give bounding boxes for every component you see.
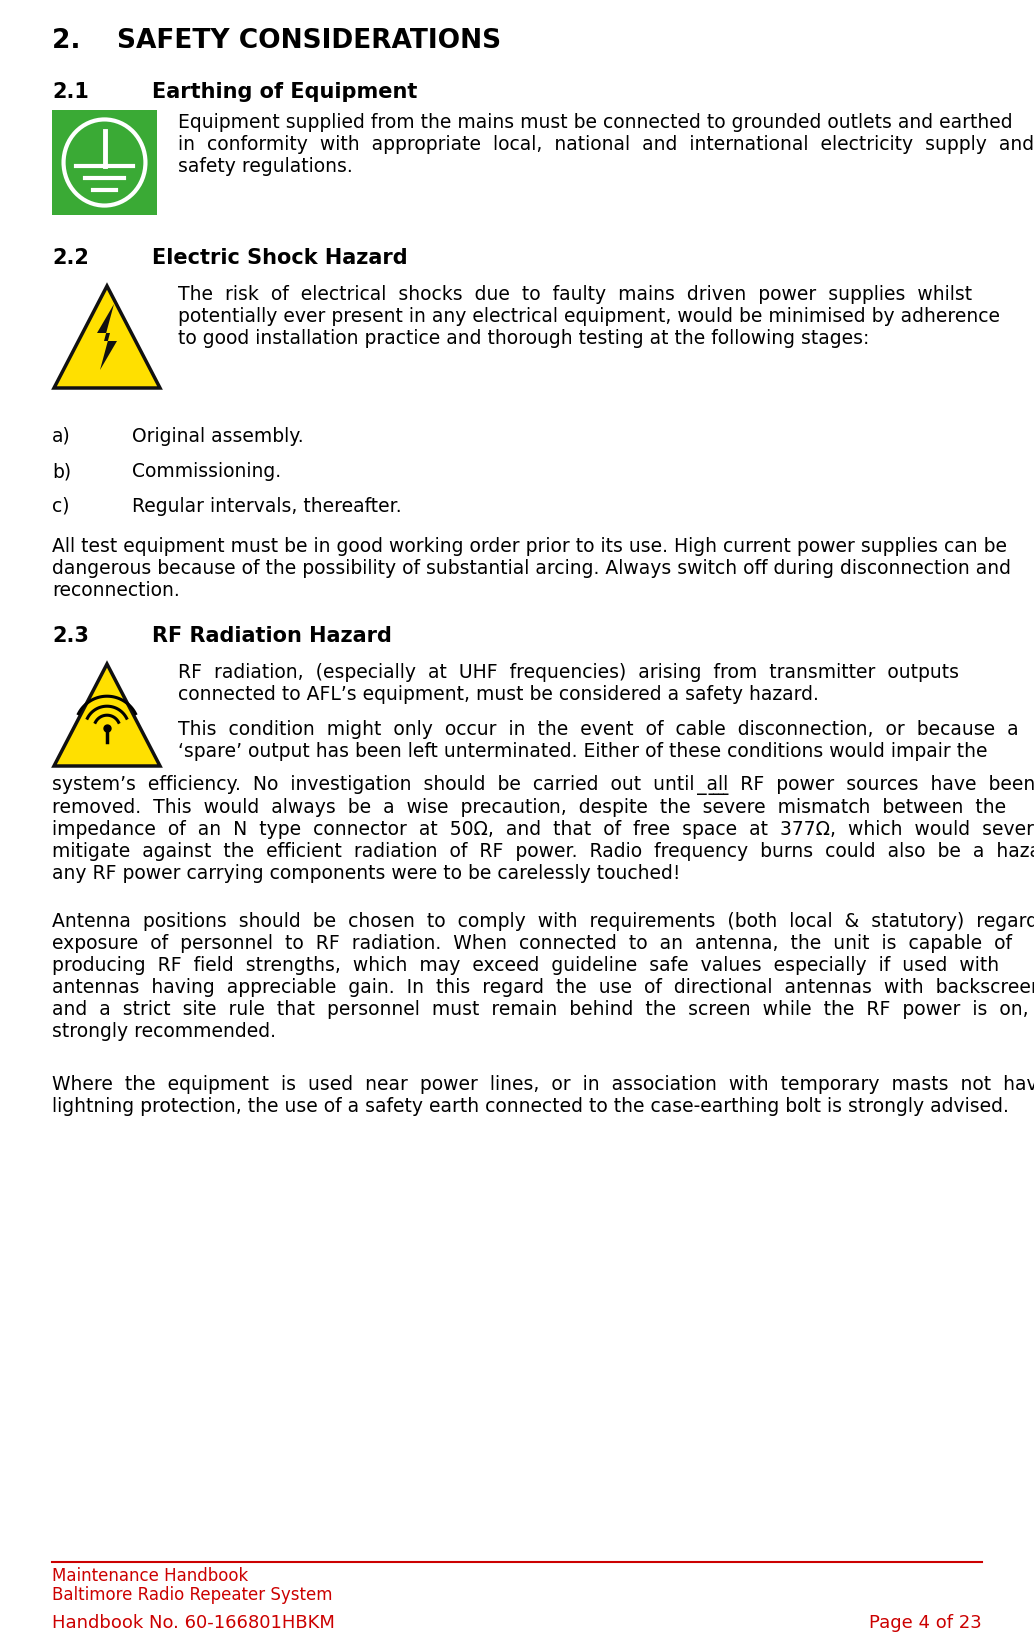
Text: Where  the  equipment  is  used  near  power  lines,  or  in  association  with : Where the equipment is used near power l… bbox=[52, 1075, 1034, 1116]
Text: Page 4 of 23: Page 4 of 23 bbox=[870, 1614, 982, 1632]
Text: Antenna  positions  should  be  chosen  to  comply  with  requirements  (both  l: Antenna positions should be chosen to co… bbox=[52, 911, 1034, 1041]
Polygon shape bbox=[54, 285, 160, 388]
Text: 2.    SAFETY CONSIDERATIONS: 2. SAFETY CONSIDERATIONS bbox=[52, 28, 501, 54]
Text: c): c) bbox=[52, 497, 69, 516]
Text: This  condition  might  only  occur  in  the  event  of  cable  disconnection,  : This condition might only occur in the e… bbox=[178, 720, 1018, 760]
Text: 2.3: 2.3 bbox=[52, 626, 89, 646]
Text: b): b) bbox=[52, 462, 71, 480]
Text: Commissioning.: Commissioning. bbox=[132, 462, 281, 480]
Text: system’s  efficiency.  No  investigation  should  be  carried  out  until  ̲a̲l̲: system’s efficiency. No investigation sh… bbox=[52, 775, 1034, 883]
Polygon shape bbox=[54, 664, 160, 765]
Text: The  risk  of  electrical  shocks  due  to  faulty  mains  driven  power  suppli: The risk of electrical shocks due to fau… bbox=[178, 285, 1000, 347]
Text: Maintenance Handbook: Maintenance Handbook bbox=[52, 1567, 248, 1585]
Bar bbox=[52, 110, 157, 215]
Text: Equipment supplied from the mains must be connected to grounded outlets and eart: Equipment supplied from the mains must b… bbox=[178, 113, 1034, 175]
Polygon shape bbox=[97, 303, 117, 370]
Text: a): a) bbox=[52, 428, 70, 446]
Text: RF  radiation,  (especially  at  UHF  frequencies)  arising  from  transmitter  : RF radiation, (especially at UHF frequen… bbox=[178, 664, 959, 705]
Text: Earthing of Equipment: Earthing of Equipment bbox=[152, 82, 418, 102]
Text: 2.1: 2.1 bbox=[52, 82, 89, 102]
Text: All test equipment must be in good working order prior to its use. High current : All test equipment must be in good worki… bbox=[52, 538, 1011, 600]
Text: Handbook No. 60-166801HBKM: Handbook No. 60-166801HBKM bbox=[52, 1614, 335, 1632]
Text: Electric Shock Hazard: Electric Shock Hazard bbox=[152, 247, 407, 269]
Text: Regular intervals, thereafter.: Regular intervals, thereafter. bbox=[132, 497, 401, 516]
Text: Original assembly.: Original assembly. bbox=[132, 428, 304, 446]
Text: 2.2: 2.2 bbox=[52, 247, 89, 269]
Text: Baltimore Radio Repeater System: Baltimore Radio Repeater System bbox=[52, 1587, 333, 1605]
Text: RF Radiation Hazard: RF Radiation Hazard bbox=[152, 626, 392, 646]
